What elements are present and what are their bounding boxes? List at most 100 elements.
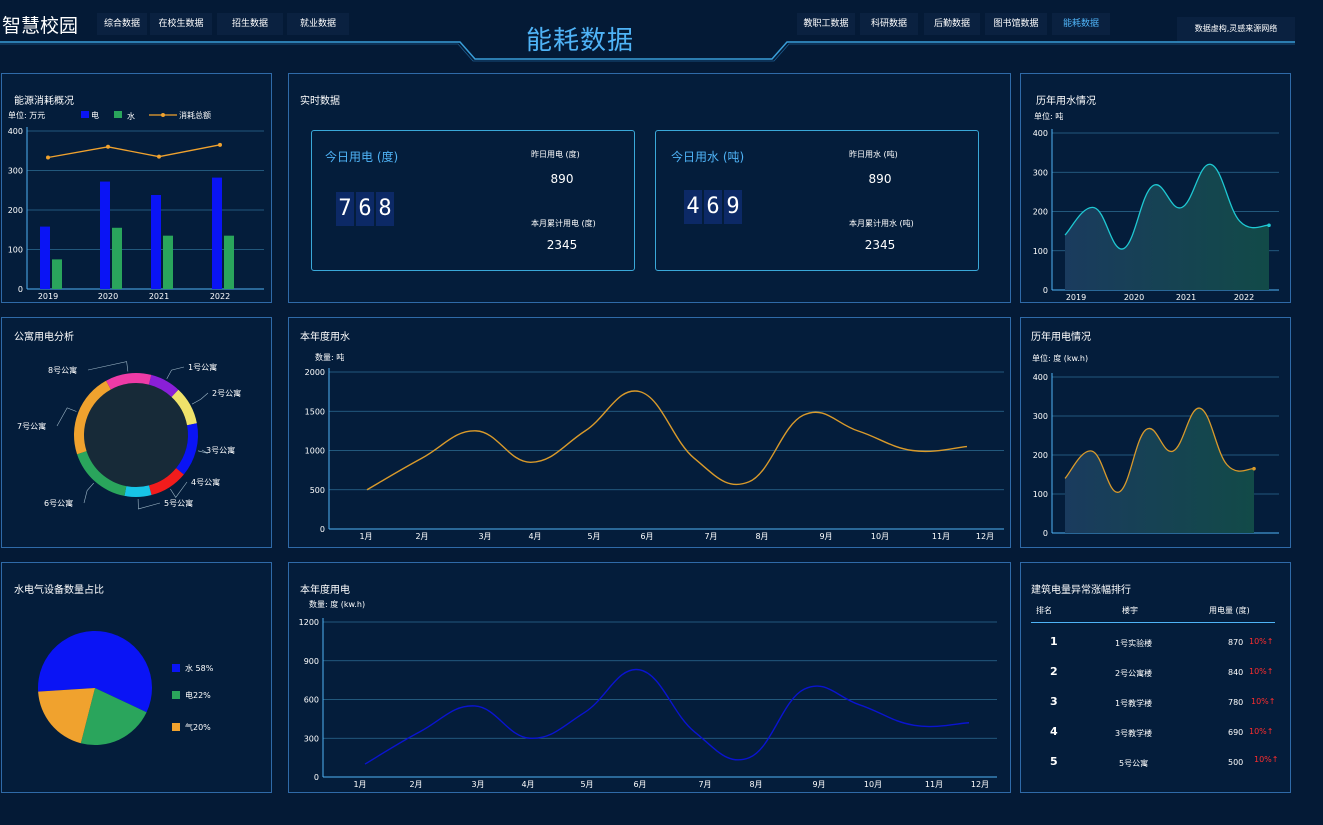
legend-gas[interactable]: 气20% xyxy=(185,723,211,732)
app-logo[interactable]: 智慧校园 xyxy=(2,15,79,37)
label-leader xyxy=(56,407,77,427)
x-tick-label: 5月 xyxy=(580,780,593,789)
pie-slice xyxy=(38,631,153,713)
donut-slice xyxy=(148,374,179,398)
legend-water[interactable]: 水 xyxy=(127,112,135,121)
today-water-title: 今日用水 (吨) xyxy=(671,150,745,164)
building-name: 2号公寓楼 xyxy=(1115,669,1153,678)
y-tick-label: 200 xyxy=(1033,208,1048,217)
y-tick-label: 1500 xyxy=(305,407,325,416)
data-point xyxy=(1252,466,1256,471)
slice-label: 3号公寓 xyxy=(206,445,235,455)
x-tick-label: 4月 xyxy=(528,532,541,541)
x-tick-label: 1月 xyxy=(359,532,372,541)
area-fill xyxy=(1065,408,1254,533)
tab-staff[interactable]: 教职工数据 xyxy=(797,13,855,35)
unit-label: 单位: 万元 xyxy=(8,111,46,120)
rank-number: 1 xyxy=(1050,635,1058,648)
change-badge: 10%↑ xyxy=(1249,727,1274,736)
tab-research[interactable]: 科研数据 xyxy=(860,13,918,35)
x-tick-label: 2021 xyxy=(1176,293,1196,302)
donut-slice xyxy=(176,423,198,475)
tab-library[interactable]: 图书馆数据 xyxy=(985,13,1047,35)
slice-label: 6号公寓 xyxy=(44,498,73,508)
tab-admissions[interactable]: 招生数据 xyxy=(217,13,283,35)
x-tick-label: 7月 xyxy=(704,532,717,541)
data-point-total xyxy=(106,144,110,149)
donut-slice xyxy=(77,451,127,496)
device-pie-chart xyxy=(38,631,153,745)
water-history-panel: 历年用水情况 单位: 吨 400 300 200 100 0 2019 2020 2021 20… xyxy=(1020,73,1291,303)
pie-slice xyxy=(38,688,95,744)
electric-history-panel: 历年用电情况 单位: 度 (kw.h) 400 300 200 100 0 xyxy=(1020,317,1291,548)
bar-electric xyxy=(151,194,161,289)
donut-slice xyxy=(74,380,111,455)
label-leader xyxy=(83,482,94,504)
digit-3: 8 xyxy=(376,192,394,226)
x-tick-label: 10月 xyxy=(871,532,889,541)
legend-total[interactable]: 消耗总额 xyxy=(179,111,211,120)
slice-label: 8号公寓 xyxy=(48,365,77,375)
label-leader xyxy=(170,481,188,498)
legend-electric[interactable]: 电22% xyxy=(185,691,211,700)
y-tick-label: 200 xyxy=(8,206,23,215)
slice-label: 1号公寓 xyxy=(188,362,217,372)
y-tick-label: 100 xyxy=(1033,247,1048,256)
legend-water[interactable]: 水 58% xyxy=(185,664,214,673)
y-tick-label: 0 xyxy=(1043,529,1048,538)
panel-title: 水电气设备数量占比 xyxy=(14,585,104,596)
slice-label: 7号公寓 xyxy=(17,421,46,431)
tab-students[interactable]: 在校生数据 xyxy=(150,13,212,35)
data-point-total xyxy=(218,142,222,147)
x-tick-label: 3月 xyxy=(478,532,491,541)
x-tick-label: 2022 xyxy=(1234,293,1254,302)
data-source-note: 数据虚构,灵感来源网络 xyxy=(1177,17,1295,41)
usage-value: 690 xyxy=(1228,728,1244,737)
usage-value: 840 xyxy=(1228,668,1244,677)
y-tick-label: 300 xyxy=(8,167,23,176)
x-tick-label: 6月 xyxy=(640,532,653,541)
unit-label: 数量: 吨 xyxy=(315,353,345,362)
tab-logistics[interactable]: 后勤数据 xyxy=(924,13,980,35)
x-tick-label: 8月 xyxy=(755,532,768,541)
x-tick-label: 12月 xyxy=(976,532,994,541)
today-water-card: 今日用水 (吨) 4 6 9 昨日用水 (吨) 890 本月累计用水 (吨) 2… xyxy=(655,130,979,271)
dorm-donut-chart: 1号公寓 2号公寓 3号公寓 4号公寓 5号公寓 6号公寓 7号公寓 8号公寓 xyxy=(17,361,241,510)
x-tick-label: 4月 xyxy=(521,780,534,789)
rank-number: 2 xyxy=(1050,665,1058,678)
usage-value: 780 xyxy=(1228,698,1244,707)
rank-number: 3 xyxy=(1050,695,1058,708)
y-tick-label: 400 xyxy=(1033,129,1048,138)
tab-energy[interactable]: 能耗数据 xyxy=(1052,13,1110,35)
x-tick-label: 10月 xyxy=(864,780,882,789)
tab-overview[interactable]: 综合数据 xyxy=(97,13,147,35)
device-ratio-panel: 水电气设备数量占比 水 58% 电22% 气20% xyxy=(1,562,272,793)
page-title: 能耗数据 xyxy=(525,26,634,56)
label-leader xyxy=(191,392,209,405)
x-tick-label: 2019 xyxy=(1066,293,1086,302)
tab-employment[interactable]: 就业数据 xyxy=(287,13,349,35)
x-tick-label: 11月 xyxy=(932,532,950,541)
change-badge: 10%↑ xyxy=(1249,637,1274,646)
legend-electric[interactable]: 电 xyxy=(91,111,99,120)
x-tick-label: 2月 xyxy=(409,780,422,789)
change-badge: 10%↑ xyxy=(1251,697,1276,706)
header-building: 楼宇 xyxy=(1122,606,1138,615)
bar-water xyxy=(52,259,62,289)
y-tick-label: 300 xyxy=(1033,412,1048,421)
today-electric-title: 今日用电 (度) xyxy=(325,150,399,164)
y-tick-label: 600 xyxy=(304,696,319,705)
panel-title: 建筑电量异常涨幅排行 xyxy=(1031,585,1131,596)
yesterday-water-value: 890 xyxy=(868,172,892,186)
water-year-panel: 本年度用水 数量: 吨 2000 1500 1000 500 0 1月 2月 3月 4月 5月 6月… xyxy=(288,317,1011,548)
change-badge: 10%↑ xyxy=(1254,755,1279,764)
panel-title: 历年用电情况 xyxy=(1031,332,1091,343)
today-electric-card: 今日用电 (度) 7 6 8 昨日用电 (度) 890 本月累计用电 (度) 2… xyxy=(311,130,635,271)
series-line xyxy=(1064,407,1255,493)
legend-swatch-gas xyxy=(172,723,180,731)
legend-swatch-total xyxy=(149,113,177,117)
y-tick-label: 0 xyxy=(18,285,23,294)
x-tick-label: 12月 xyxy=(971,780,989,789)
building-name: 3号教学楼 xyxy=(1115,729,1153,738)
month-water-label: 本月累计用水 (吨) xyxy=(849,219,914,228)
